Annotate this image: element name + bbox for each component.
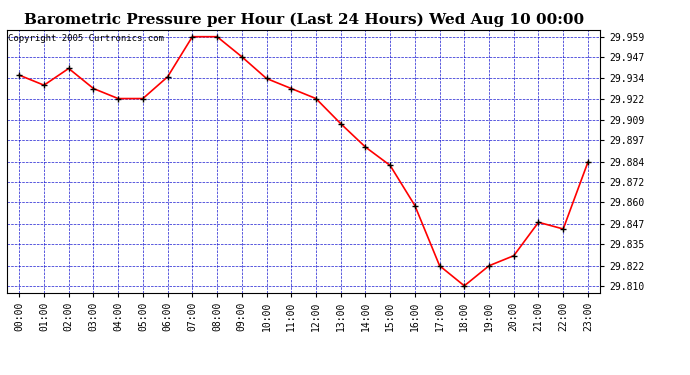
Text: Copyright 2005 Curtronics.com: Copyright 2005 Curtronics.com — [8, 34, 164, 43]
Title: Barometric Pressure per Hour (Last 24 Hours) Wed Aug 10 00:00: Barometric Pressure per Hour (Last 24 Ho… — [23, 13, 584, 27]
